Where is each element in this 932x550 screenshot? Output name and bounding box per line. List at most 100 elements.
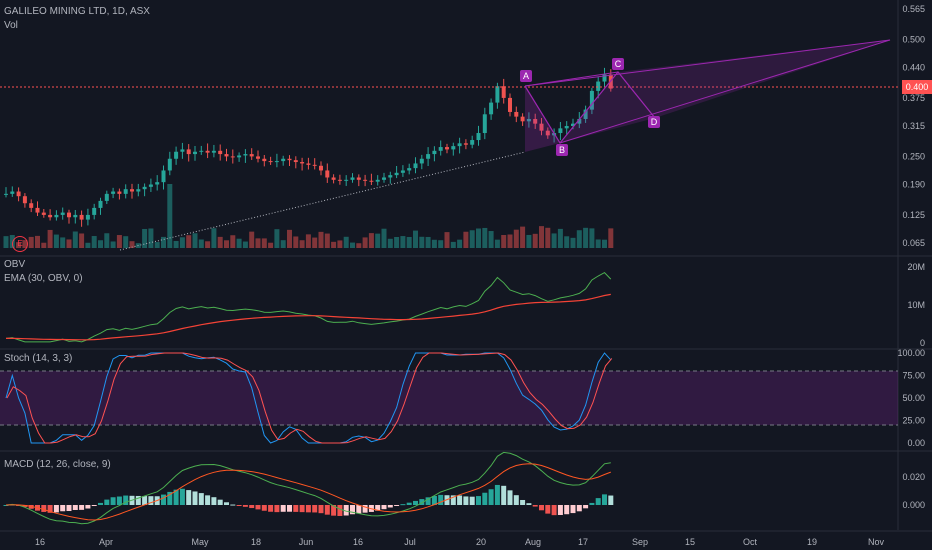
pattern-point-c[interactable]: C [612, 58, 624, 70]
macd-histogram-bar [450, 495, 456, 505]
macd-histogram-bar [268, 505, 274, 512]
volume-bar [287, 229, 292, 248]
earnings-badge[interactable]: E [12, 236, 28, 252]
candle-body [293, 160, 298, 163]
pattern-point-b[interactable]: B [556, 144, 568, 156]
price-tick-label: 0.440 [902, 63, 925, 73]
candle-body [451, 146, 456, 150]
macd-histogram-bar [299, 505, 305, 513]
volume-bar [230, 235, 236, 248]
macd-histogram-bar [116, 496, 122, 505]
macd-histogram-bar [362, 505, 368, 513]
pattern-point-d[interactable]: D [648, 116, 660, 128]
macd-histogram-bar [161, 494, 166, 505]
macd-histogram-bar [576, 505, 582, 512]
volume-bar [123, 236, 129, 248]
volume-bar [589, 228, 595, 248]
macd-histogram-bar [419, 499, 425, 505]
volume-bar [331, 241, 337, 248]
pattern-upper-line [524, 39, 891, 87]
candle-body [457, 143, 462, 147]
candle-body [476, 133, 481, 141]
candle-body [92, 207, 97, 215]
candle-body [111, 191, 116, 194]
macd-histogram-bar [230, 504, 236, 506]
volume-bar [375, 233, 381, 248]
volume-bar [217, 236, 223, 248]
macd-histogram-bar [589, 502, 595, 505]
candle-body [142, 186, 147, 190]
volume-bar [324, 233, 330, 248]
volume-bar [476, 228, 481, 248]
volume-bar [280, 240, 286, 248]
volume-bar [60, 237, 66, 248]
volume-bar [450, 241, 456, 248]
volume-label: Vol [4, 20, 18, 31]
volume-bar [293, 236, 299, 248]
volume-bar [576, 230, 582, 248]
volume-bar [110, 241, 116, 248]
candle-body [249, 154, 254, 157]
macd-histogram-bar [242, 505, 248, 507]
macd-histogram-bar [91, 505, 97, 507]
macd-histogram-bar [217, 499, 223, 505]
volume-bar [419, 236, 425, 248]
volume-bar [608, 228, 614, 248]
macd-histogram-bar [205, 495, 211, 505]
volume-bar [312, 237, 318, 248]
macd-histogram-bar [331, 505, 337, 516]
macd-histogram-bar [602, 494, 607, 505]
macd-title[interactable]: MACD (12, 26, close, 9) [4, 459, 111, 470]
candle-body [230, 156, 235, 158]
candle-body [16, 191, 21, 197]
volume-bar [154, 242, 160, 248]
volume-bar [47, 229, 53, 248]
candle-body [382, 177, 386, 180]
candle-body [589, 90, 594, 110]
time-tick-label: Nov [868, 537, 885, 547]
macd-histogram-bar [400, 504, 406, 506]
macd-histogram-bar [463, 496, 469, 505]
candle-body [104, 193, 109, 201]
candle-body [85, 214, 90, 220]
obv-tick-label: 0 [920, 338, 925, 348]
candle-body [218, 150, 223, 155]
stoch-tick-label: 75.00 [902, 371, 925, 381]
macd-histogram-bar [22, 505, 28, 507]
volume-bar [564, 236, 570, 248]
stoch-title[interactable]: Stoch (14, 3, 3) [4, 353, 73, 364]
ema-title[interactable]: EMA (30, OBV, 0) [4, 273, 83, 284]
pattern-triangle-xab [525, 86, 560, 152]
time-tick-label: Aug [525, 537, 541, 547]
volume-bar [211, 228, 217, 248]
volume-bar [242, 241, 248, 248]
pattern-point-a[interactable]: A [520, 70, 532, 82]
macd-histogram-bar [41, 505, 47, 512]
volume-bar [507, 234, 513, 248]
obv-title[interactable]: OBV [4, 259, 26, 270]
time-tick-label: 20 [476, 537, 486, 547]
time-tick-label: Oct [743, 537, 758, 547]
macd-histogram-bar [104, 499, 110, 505]
time-tick-label: 17 [578, 537, 588, 547]
candle-body [350, 177, 355, 180]
macd-tick-label: 0.000 [902, 500, 925, 510]
volume-bar [482, 227, 488, 248]
macd-histogram-bar [173, 489, 179, 505]
volume-bar [79, 233, 85, 248]
stoch-k-line [5, 352, 612, 444]
macd-histogram-bar [557, 505, 563, 515]
volume-bar [413, 230, 418, 248]
volume-bar [545, 227, 551, 248]
macd-histogram-bar [457, 495, 463, 505]
macd-histogram-bar [53, 505, 59, 513]
macd-histogram-bar [261, 505, 267, 511]
macd-histogram-bar [545, 505, 551, 514]
volume-bar [444, 232, 450, 248]
volume-bar [570, 237, 576, 248]
macd-histogram-bar [142, 496, 148, 505]
candle-body [400, 170, 405, 173]
price-tick-label: 0.125 [902, 210, 925, 220]
symbol-title[interactable]: GALILEO MINING LTD, 1D, ASX [4, 6, 150, 17]
